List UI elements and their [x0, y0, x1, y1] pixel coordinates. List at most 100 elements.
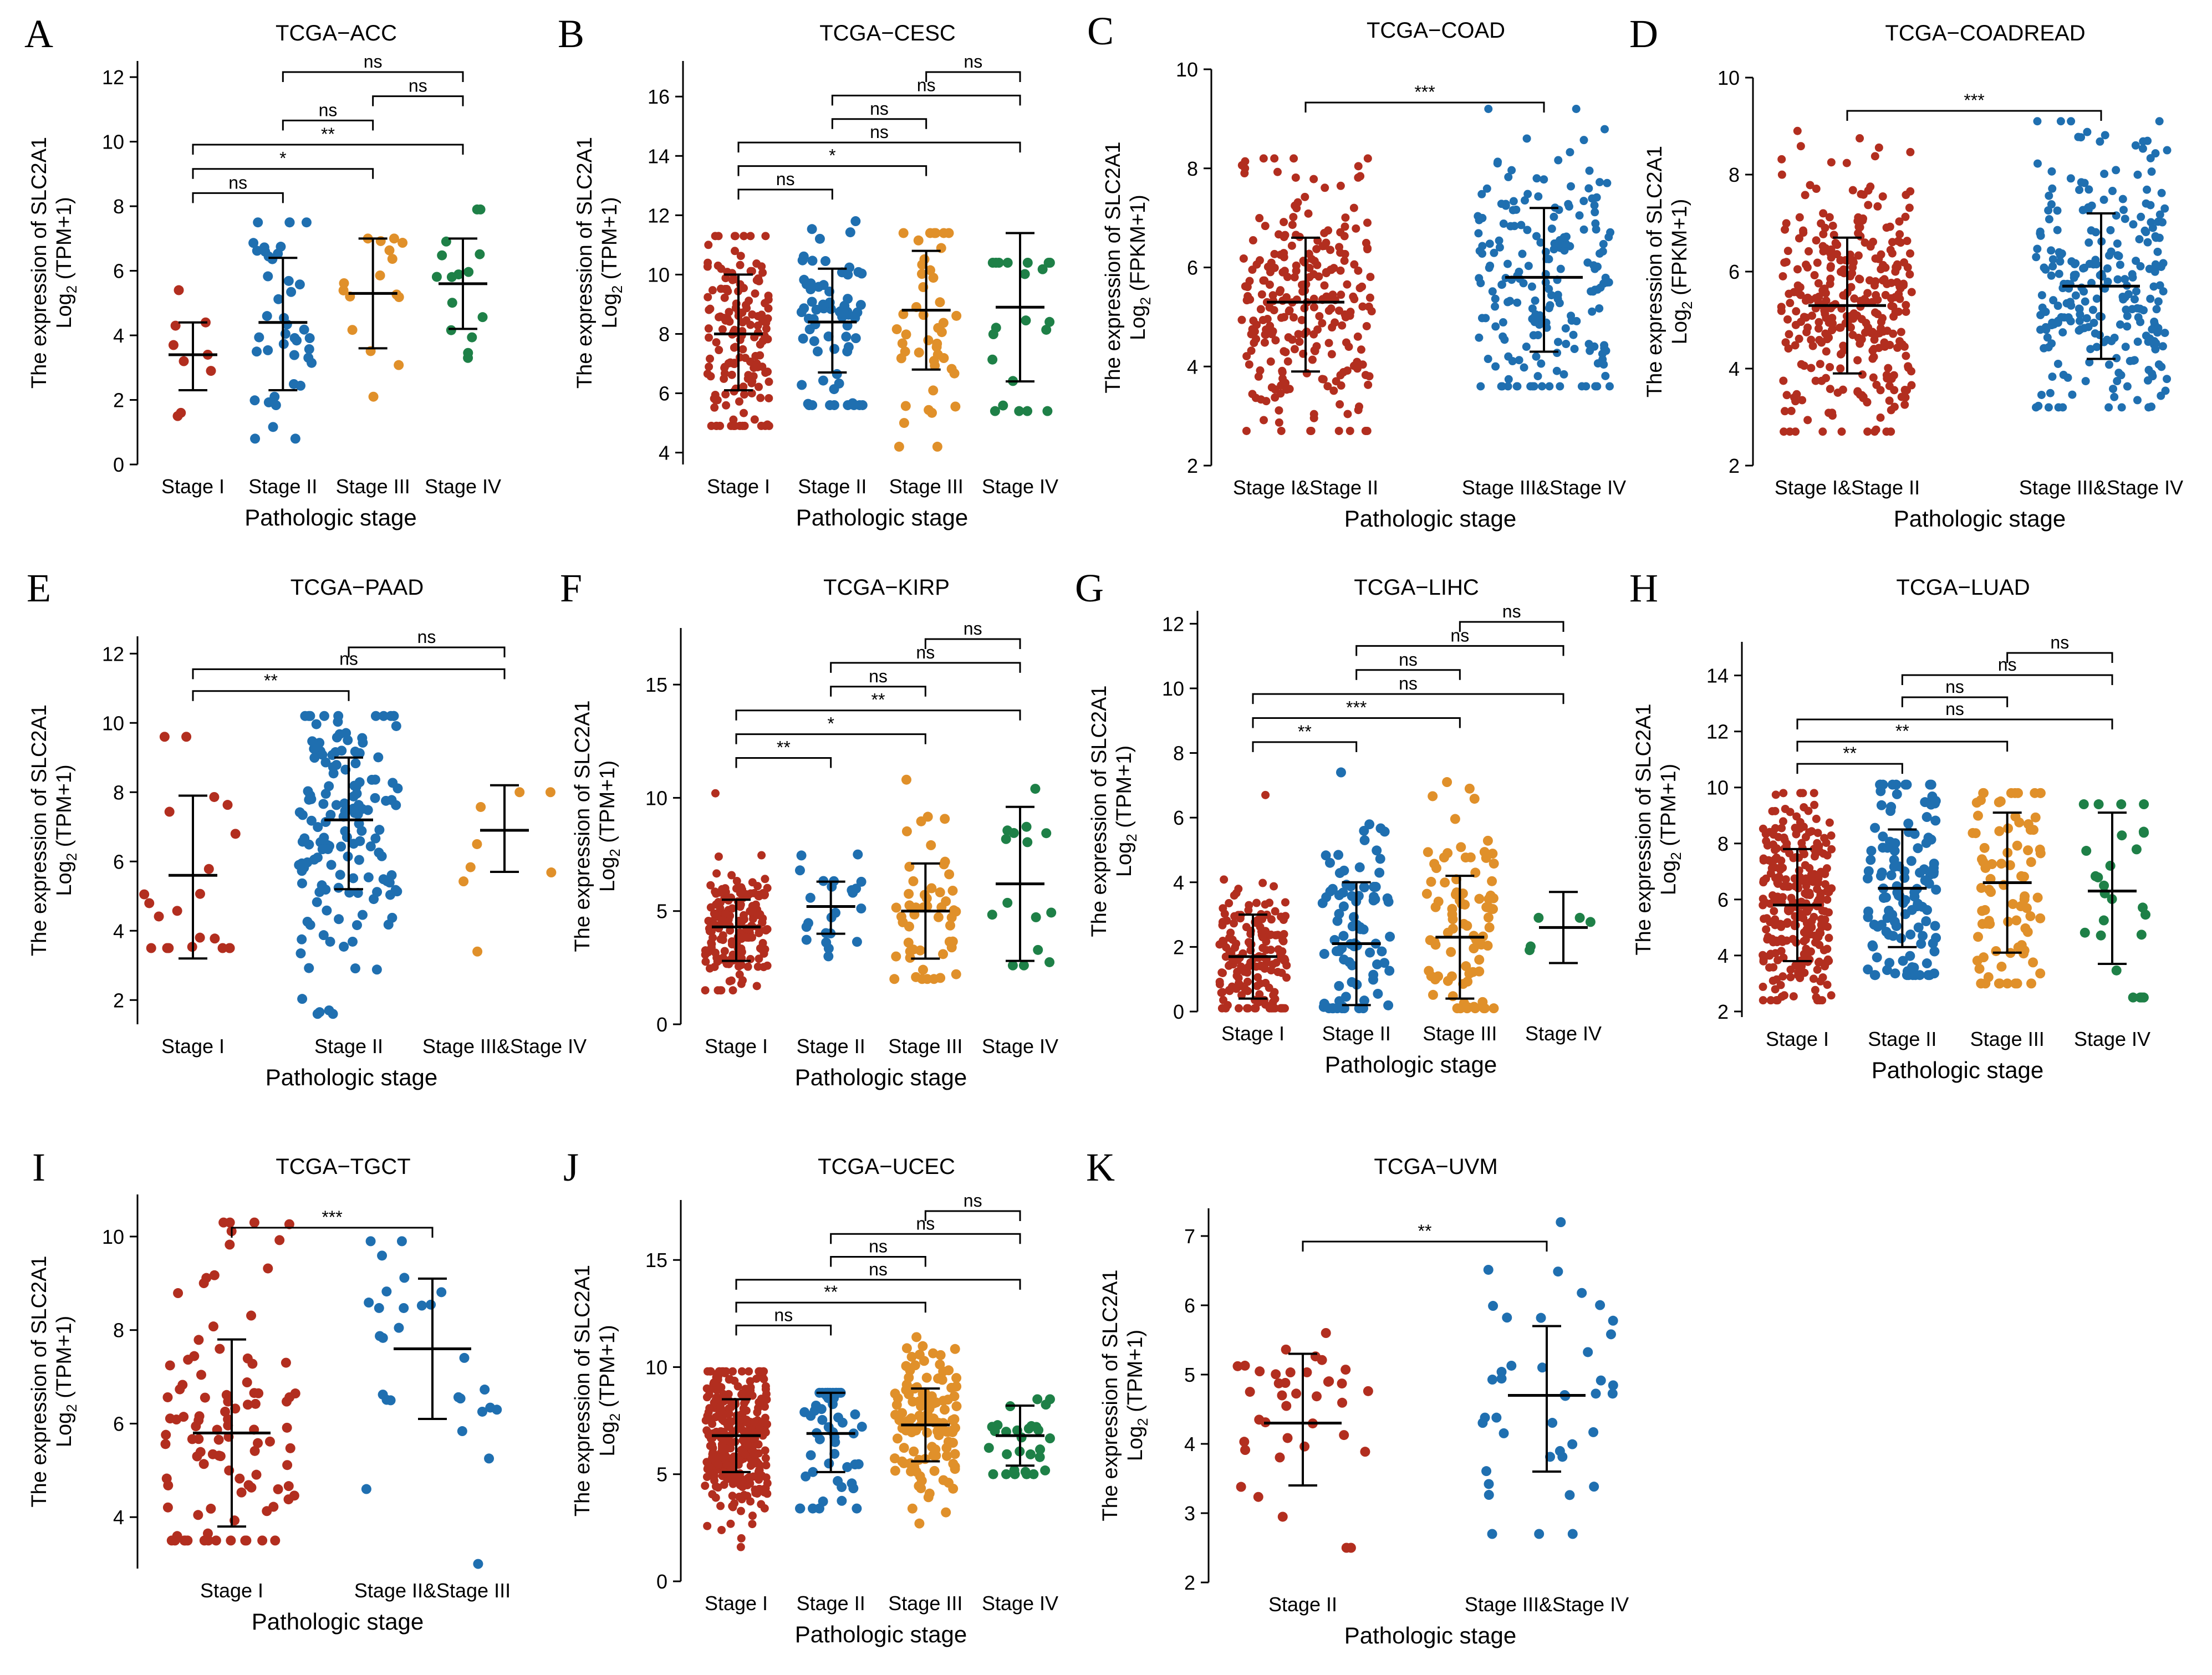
data-point	[801, 934, 812, 945]
data-point	[1813, 885, 1822, 893]
bracket-line	[1302, 1240, 1548, 1252]
data-point	[1547, 291, 1556, 300]
data-point	[1771, 949, 1780, 958]
data-point	[339, 941, 349, 952]
data-point	[2159, 287, 2168, 296]
data-point	[1556, 1217, 1566, 1227]
x-tick-label: Stage II	[797, 1035, 865, 1058]
y-tick-label: 6	[659, 382, 670, 405]
data-point	[1798, 396, 1807, 405]
x-tick-label: Stage II	[1868, 1028, 1936, 1050]
x-axis-title: Pathologic stage	[1894, 505, 2066, 532]
data-point	[1335, 243, 1344, 252]
bracket-line	[1252, 693, 1564, 704]
bracket-line	[1796, 718, 2113, 730]
data-point	[1895, 230, 1904, 239]
data-point	[1476, 279, 1485, 288]
data-point	[1353, 364, 1362, 373]
data-point	[447, 298, 457, 308]
data-point	[897, 338, 908, 349]
data-point	[1523, 190, 1532, 198]
data-point	[2096, 930, 2106, 941]
data-point	[1873, 295, 1882, 304]
data-point	[192, 1451, 202, 1462]
data-point	[807, 256, 818, 266]
data-point	[1290, 313, 1298, 322]
data-point	[2142, 228, 2150, 237]
data-point	[1271, 931, 1280, 939]
data-point	[951, 1373, 962, 1383]
data-point	[1464, 783, 1475, 794]
data-point	[162, 943, 172, 953]
data-point	[283, 1481, 294, 1492]
data-point	[397, 238, 408, 248]
data-point	[2147, 167, 2156, 176]
data-point	[1241, 164, 1250, 173]
data-point	[253, 217, 263, 228]
panel-title: TCGA−LIHC	[1354, 575, 1479, 600]
panel-title: TCGA−ACC	[276, 21, 397, 45]
data-point	[2079, 264, 2088, 273]
data-point	[475, 204, 486, 215]
data-point	[857, 400, 868, 410]
y-tick-label: 8	[1717, 833, 1729, 855]
data-point	[1785, 289, 1793, 298]
data-point	[929, 1465, 940, 1476]
data-point	[1608, 1380, 1618, 1391]
data-point	[843, 294, 853, 304]
data-point	[1809, 974, 1818, 983]
data-point	[1903, 237, 1912, 246]
data-point	[1339, 1430, 1349, 1441]
data-point	[1247, 346, 1256, 355]
data-point	[1807, 870, 1816, 879]
data-point	[514, 787, 525, 798]
data-point	[1280, 1378, 1291, 1388]
data-point	[1553, 349, 1562, 358]
y-axis-unit-rest: (TPM+1)	[598, 197, 621, 285]
data-point	[289, 333, 300, 343]
data-point	[991, 323, 1001, 333]
data-point	[1801, 833, 1810, 841]
data-point	[857, 1422, 867, 1432]
data-point	[720, 1469, 729, 1478]
data-point	[358, 737, 368, 748]
data-point	[922, 811, 933, 822]
data-point	[196, 1370, 206, 1380]
data-point	[333, 882, 344, 893]
data-point	[733, 933, 742, 942]
data-point	[263, 271, 273, 282]
data-point	[736, 1507, 745, 1515]
data-point	[1777, 920, 1786, 929]
data-point	[1812, 236, 1821, 245]
data-point	[905, 1458, 915, 1469]
data-point	[1478, 242, 1487, 251]
data-point	[1334, 981, 1344, 991]
data-point	[1327, 884, 1338, 894]
data-point	[354, 855, 364, 865]
data-point	[208, 1321, 218, 1332]
data-point	[1365, 372, 1374, 381]
data-point	[173, 1288, 184, 1299]
data-point	[717, 1442, 726, 1451]
data-point	[1590, 201, 1599, 210]
data-point	[1876, 413, 1885, 422]
data-point	[949, 368, 960, 379]
data-point	[799, 303, 809, 314]
data-point	[268, 422, 278, 432]
data-point	[1897, 328, 1905, 336]
data-point	[1469, 794, 1480, 804]
data-point	[2123, 311, 2132, 320]
data-point	[750, 1417, 759, 1426]
data-point	[929, 356, 939, 366]
data-point	[2096, 137, 2104, 146]
data-point	[1994, 978, 2005, 989]
data-point	[721, 909, 730, 918]
data-point	[1484, 922, 1495, 933]
data-point	[2043, 333, 2052, 342]
data-point	[317, 749, 328, 760]
data-point	[713, 1483, 722, 1492]
data-point	[936, 327, 947, 338]
y-axis-unit-rest: (TPM+1)	[596, 760, 619, 849]
data-point	[1218, 988, 1227, 997]
data-point	[348, 936, 358, 947]
